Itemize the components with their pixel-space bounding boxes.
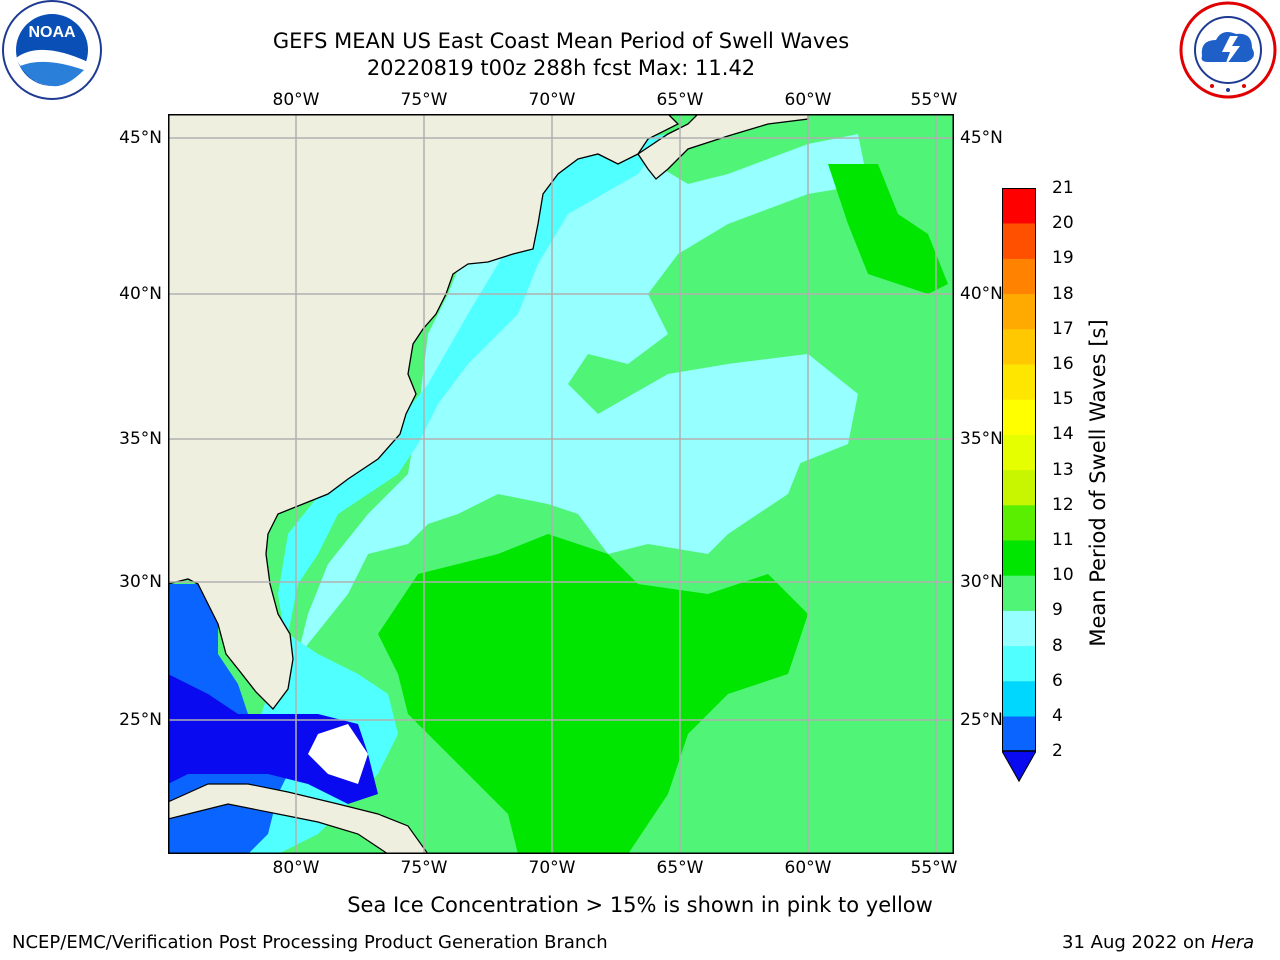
colorbar-tick-label: 9 (1052, 600, 1063, 621)
lon-label-top: 70°W (528, 90, 576, 110)
lon-label-bottom: 65°W (656, 858, 704, 878)
colorbar-band (1002, 716, 1036, 752)
sea-ice-note: Sea Ice Concentration > 15% is shown in … (347, 893, 933, 917)
colorbar-tick-label: 18 (1052, 283, 1074, 304)
colorbar-tick-label: 14 (1052, 424, 1074, 445)
colorbar-band (1002, 293, 1036, 330)
noaa-logo-text: NOAA (28, 24, 76, 41)
lon-label-bottom: 70°W (528, 858, 576, 878)
noaa-logo: NOAA (0, 0, 104, 104)
swell-period-map (167, 113, 954, 855)
colorbar-band (1002, 645, 1036, 682)
colorbar-tick-label: 19 (1052, 248, 1074, 269)
colorbar-swatches (1001, 188, 1037, 783)
lat-label-left: 45°N (119, 128, 162, 148)
colorbar-tick-label: 17 (1052, 318, 1074, 339)
map-title: GEFS MEAN US East Coast Mean Period of S… (272, 29, 850, 53)
lon-label-top: 75°W (400, 90, 448, 110)
lat-label-right: 40°N (960, 284, 1003, 304)
map-frame (168, 114, 954, 854)
colorbar-band (1002, 575, 1036, 611)
colorbar-tick-label: 10 (1052, 565, 1074, 586)
colorbar-title: Mean Period of Swell Waves [s] (1086, 319, 1110, 647)
colorbar-under-extension (1001, 750, 1037, 783)
map-subtitle: 20220819 t00z 288h fcst Max: 11.42 (366, 56, 756, 80)
colorbar-tick-labels: 2 4 6 8 9 10 11 12 13 14 15 16 17 18 19 20 21 (1052, 0, 1092, 960)
footer-date-text: 31 Aug 2022 on (1062, 932, 1212, 953)
field-10-11s (378, 534, 808, 854)
lat-label-right: 45°N (960, 128, 1003, 148)
graticule (168, 114, 954, 854)
lon-label-top: 80°W (272, 90, 320, 110)
lon-label-top: 60°W (784, 90, 832, 110)
colorbar-tick-label: 13 (1052, 459, 1074, 480)
colorbar-tick-label: 20 (1052, 213, 1074, 234)
land-mask-cuba (308, 724, 368, 784)
colorbar-band (1002, 258, 1036, 295)
lon-label-top: 65°W (656, 90, 704, 110)
lon-label-bottom: 60°W (784, 858, 832, 878)
field-6-8s (228, 134, 668, 854)
colorbar-band (1002, 364, 1036, 400)
colorbar-band (1002, 328, 1036, 365)
lon-label-bottom: 55°W (910, 858, 958, 878)
field-10-11s-ne (828, 164, 948, 294)
lon-label-bottom: 75°W (400, 858, 448, 878)
colorbar-tick-label: 8 (1052, 635, 1063, 656)
colorbar-tick-label: 2 (1052, 741, 1063, 762)
colorbar-tick-label: 12 (1052, 494, 1074, 515)
colorbar-band (1002, 188, 1036, 224)
footer-host: Hera (1211, 932, 1255, 953)
lon-label-bottom: 80°W (272, 858, 320, 878)
colorbar-band (1002, 434, 1036, 471)
colorbar-band (1002, 540, 1036, 576)
colorbar-tick-label: 16 (1052, 354, 1074, 374)
colorbar-band (1002, 223, 1036, 259)
colorbar (1001, 188, 1037, 784)
lat-label-right: 35°N (960, 429, 1003, 449)
lat-label-left: 40°N (119, 284, 162, 304)
colorbar-band (1002, 504, 1036, 541)
field-8-9s-offshore (728, 354, 858, 464)
colorbar-tick-label: 11 (1052, 530, 1074, 550)
colorbar-band (1002, 469, 1036, 506)
footer-date: 31 Aug 2022 on Hera (1062, 932, 1254, 954)
colorbar-band (1002, 610, 1036, 647)
footer-credit: NCEP/EMC/Verification Post Processing Pr… (12, 932, 608, 953)
lat-label-right: 25°N (960, 710, 1003, 730)
colorbar-band (1002, 399, 1036, 435)
lat-label-right: 30°N (960, 572, 1003, 592)
colorbar-tick-label: 6 (1052, 670, 1063, 691)
colorbar-tick-label: 4 (1052, 706, 1063, 726)
map-panel (167, 113, 954, 855)
lat-label-left: 35°N (119, 429, 162, 449)
nws-logo (1178, 0, 1280, 100)
colorbar-frame (1002, 188, 1036, 752)
lat-label-left: 25°N (119, 710, 162, 730)
colorbar-tick-label: 21 (1052, 178, 1074, 198)
lat-label-left: 30°N (119, 572, 162, 592)
lon-label-top: 55°W (910, 90, 958, 110)
field-8-9s (238, 134, 868, 774)
colorbar-tick-label: 15 (1052, 389, 1074, 410)
colorbar-band (1002, 680, 1036, 717)
